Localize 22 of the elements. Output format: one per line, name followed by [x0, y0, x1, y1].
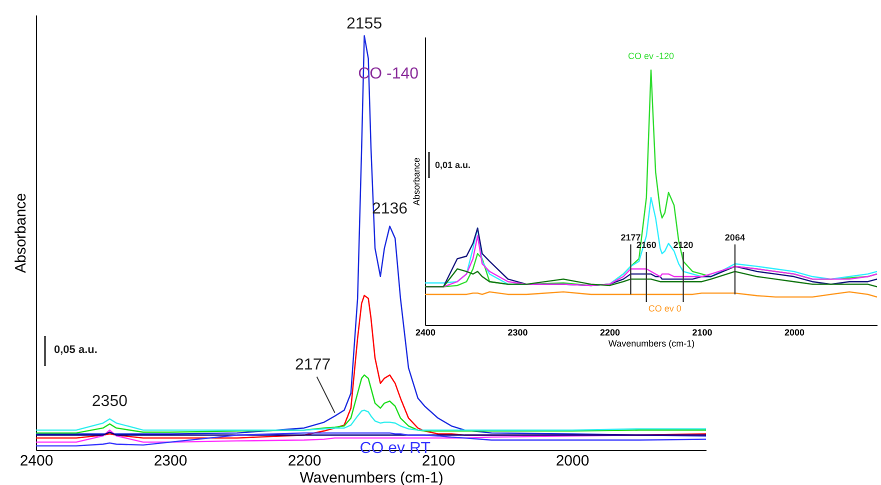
annotation: 0,05 a.u.: [54, 344, 98, 356]
annotation: 2155: [346, 16, 382, 33]
x-tick-label: 2200: [288, 452, 322, 470]
annotation: 2350: [92, 392, 128, 410]
annotation: 2177: [620, 232, 641, 242]
x-tick-label: 2000: [556, 452, 590, 470]
x-tick-label: 2300: [154, 452, 188, 470]
annotation: 2064: [724, 232, 745, 242]
x-tick-label: 2100: [692, 328, 712, 338]
x-tick-label: 2400: [20, 452, 54, 470]
x-tick-label: 2200: [600, 328, 620, 338]
x-tick-label: 2400: [415, 328, 436, 338]
x-axis-title: Wavenumbers (cm-1): [608, 338, 695, 348]
x-tick-label: 2100: [422, 452, 456, 470]
annotation: 0,01 a.u.: [435, 160, 471, 170]
series-label: CO ev -120: [628, 51, 674, 62]
y-axis-title: Absorbance: [12, 192, 30, 274]
x-tick-label: 2300: [508, 328, 528, 338]
series-label: CO ev 0: [648, 303, 682, 314]
x-tick-label: 2000: [784, 328, 804, 338]
annotation: 2177: [295, 356, 331, 374]
y-axis-title: Absorbance: [412, 157, 422, 206]
